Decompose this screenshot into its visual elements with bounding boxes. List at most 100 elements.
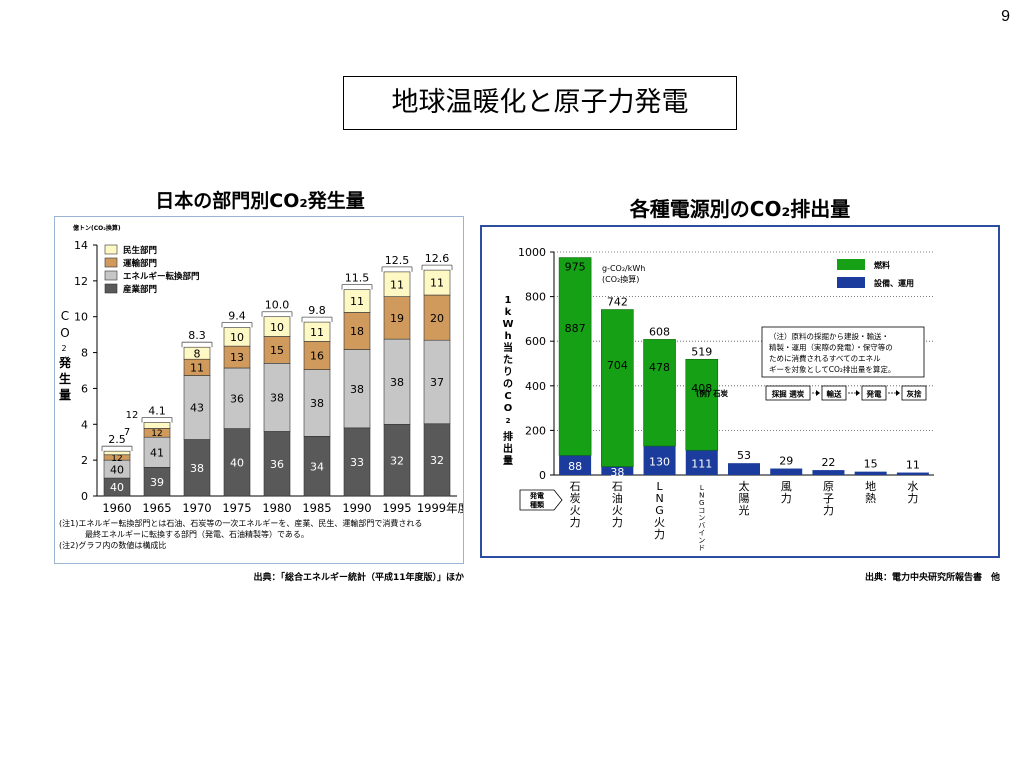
right-bar-fuel: [558, 257, 592, 456]
left-total-label: 9.4: [228, 309, 246, 322]
left-bar-label: 36: [270, 458, 284, 471]
right-facility-label: 130: [649, 456, 670, 469]
right-bar-fuel: [643, 339, 676, 447]
right-x-tick-char: 力: [823, 504, 834, 517]
right-example-step-box: [861, 385, 887, 401]
left-bar-label: 37: [430, 376, 444, 389]
right-bar-facility: [559, 455, 592, 475]
left-bar-segment: [183, 439, 211, 497]
right-y-tick-label: 1000: [518, 246, 546, 259]
right-y-label-char: の: [503, 379, 513, 390]
left-bar-segment: [423, 269, 451, 296]
left-x-tick-label: 1960: [102, 501, 131, 515]
right-bar-facility: [896, 472, 929, 475]
left-legend-label: 民生部門: [123, 245, 157, 256]
left-y-tick-label: 8: [81, 347, 88, 360]
right-example-step-box: [765, 385, 811, 401]
left-bar-segment: [343, 289, 371, 313]
right-y-label-char: 当: [503, 341, 513, 354]
left-note: 最終エネルギーに転換する部門（発電、石油精製等）である。: [85, 529, 309, 539]
left-bar-label: 40: [110, 481, 124, 494]
left-bar-label: 40: [110, 463, 124, 476]
right-chart-title: 各種電源別のCO₂排出量: [629, 197, 851, 221]
right-x-tick-char: L: [656, 480, 663, 493]
right-total-label: 15: [864, 458, 878, 471]
left-total-label: 12.5: [385, 254, 410, 267]
left-bar-label: 34: [310, 460, 324, 473]
left-note: (注1)エネルギー転換部門とは石油、石炭等の一次エネルギーを、産業、民生、運輸部…: [59, 518, 422, 528]
left-bar-label: 43: [190, 402, 204, 415]
right-y-label-char: 出: [503, 442, 513, 455]
left-x-tick-label: 1999年度: [417, 501, 463, 515]
right-fuel-label: 408: [691, 382, 712, 395]
right-x-tick-char: 陽: [739, 492, 750, 505]
left-bar-label: 40: [230, 456, 244, 469]
left-bar-label: 36: [230, 392, 244, 405]
right-x-tick-char: イ: [698, 529, 705, 537]
right-example-arrowhead: [856, 390, 860, 396]
right-example-step-box: [821, 385, 847, 401]
left-bar-segment: [183, 346, 211, 360]
left-y-tick-label: 2: [81, 454, 88, 467]
right-x-tick-char: 火: [612, 504, 623, 517]
right-x-tick-char: G: [699, 499, 704, 507]
right-x-label: 発電: [529, 491, 544, 500]
left-bar-label: 32: [430, 454, 444, 467]
right-x-tick-char: 子: [823, 492, 834, 505]
right-x-tick-char: 地: [865, 480, 876, 493]
left-bar-segment: [383, 338, 411, 425]
left-total-label: 12.6: [425, 252, 450, 265]
left-bar-label: 15: [270, 344, 284, 357]
right-facility-label: 111: [691, 458, 712, 471]
right-total-label: 742: [607, 296, 628, 309]
left-legend-label: エネルギー転換部門: [123, 271, 200, 282]
left-bar-label: 11: [390, 278, 404, 291]
right-x-label-callout: [519, 489, 563, 511]
left-bar-segment: [143, 422, 171, 429]
left-legend-swatch: [104, 257, 118, 268]
right-bar-facility: [812, 470, 845, 475]
left-y-label-char: C: [61, 309, 69, 323]
right-y-label-char: O: [504, 403, 513, 414]
left-bar-label: 11: [430, 277, 444, 290]
right-unit-label: g-CO₂/kWh: [602, 264, 645, 273]
right-x-label: 種類: [530, 500, 545, 509]
right-x-tick-char: 水: [907, 480, 918, 493]
right-y-label-char: C: [504, 391, 511, 402]
left-bar-label: 32: [390, 454, 404, 467]
left-bar-label: 8: [194, 347, 201, 360]
right-facility-label: 88: [568, 460, 582, 473]
right-total-label: 975: [565, 261, 586, 274]
right-x-tick-char: 太: [739, 480, 750, 493]
left-y-label-char: 2: [61, 344, 66, 353]
left-bar-label: 16: [310, 350, 324, 363]
right-bar-facility: [601, 466, 634, 475]
right-note-line: ギーを対象としてCO₂排出量を算定。: [769, 364, 895, 374]
right-bar-facility: [728, 463, 760, 475]
right-example-arrowhead: [896, 390, 900, 396]
right-x-tick-char: 油: [612, 491, 623, 505]
left-bar-label: 10: [230, 331, 244, 344]
right-x-tick-char: 火: [654, 516, 665, 529]
left-y-axis-label: CO 2 発生量: [58, 309, 72, 402]
left-annotation: 12: [126, 410, 139, 421]
right-y-label-char: 排: [503, 430, 513, 443]
left-legend-swatch: [104, 270, 118, 281]
left-bar-label: 41: [150, 446, 164, 459]
left-total-label: 10.0: [265, 299, 290, 312]
right-x-tick-char: 原: [823, 480, 834, 493]
right-y-tick-label: 600: [525, 335, 546, 348]
left-bar-label: 11: [190, 362, 204, 375]
left-bar-label: 10: [270, 321, 284, 334]
left-bar-segment: [383, 423, 411, 497]
right-source: 出典：電力中央研究所報告書 他: [864, 573, 1000, 583]
right-x-tick-char: コ: [698, 507, 705, 515]
left-bar-segment: [183, 375, 211, 440]
left-bar-segment: [343, 349, 371, 429]
left-bar-label: 38: [350, 383, 364, 396]
right-legend-swatch-fuel: [837, 259, 865, 270]
left-x-tick-label: 1985: [302, 501, 331, 515]
left-y-tick-label: 0: [81, 490, 88, 503]
left-bar-segment: [383, 271, 411, 297]
